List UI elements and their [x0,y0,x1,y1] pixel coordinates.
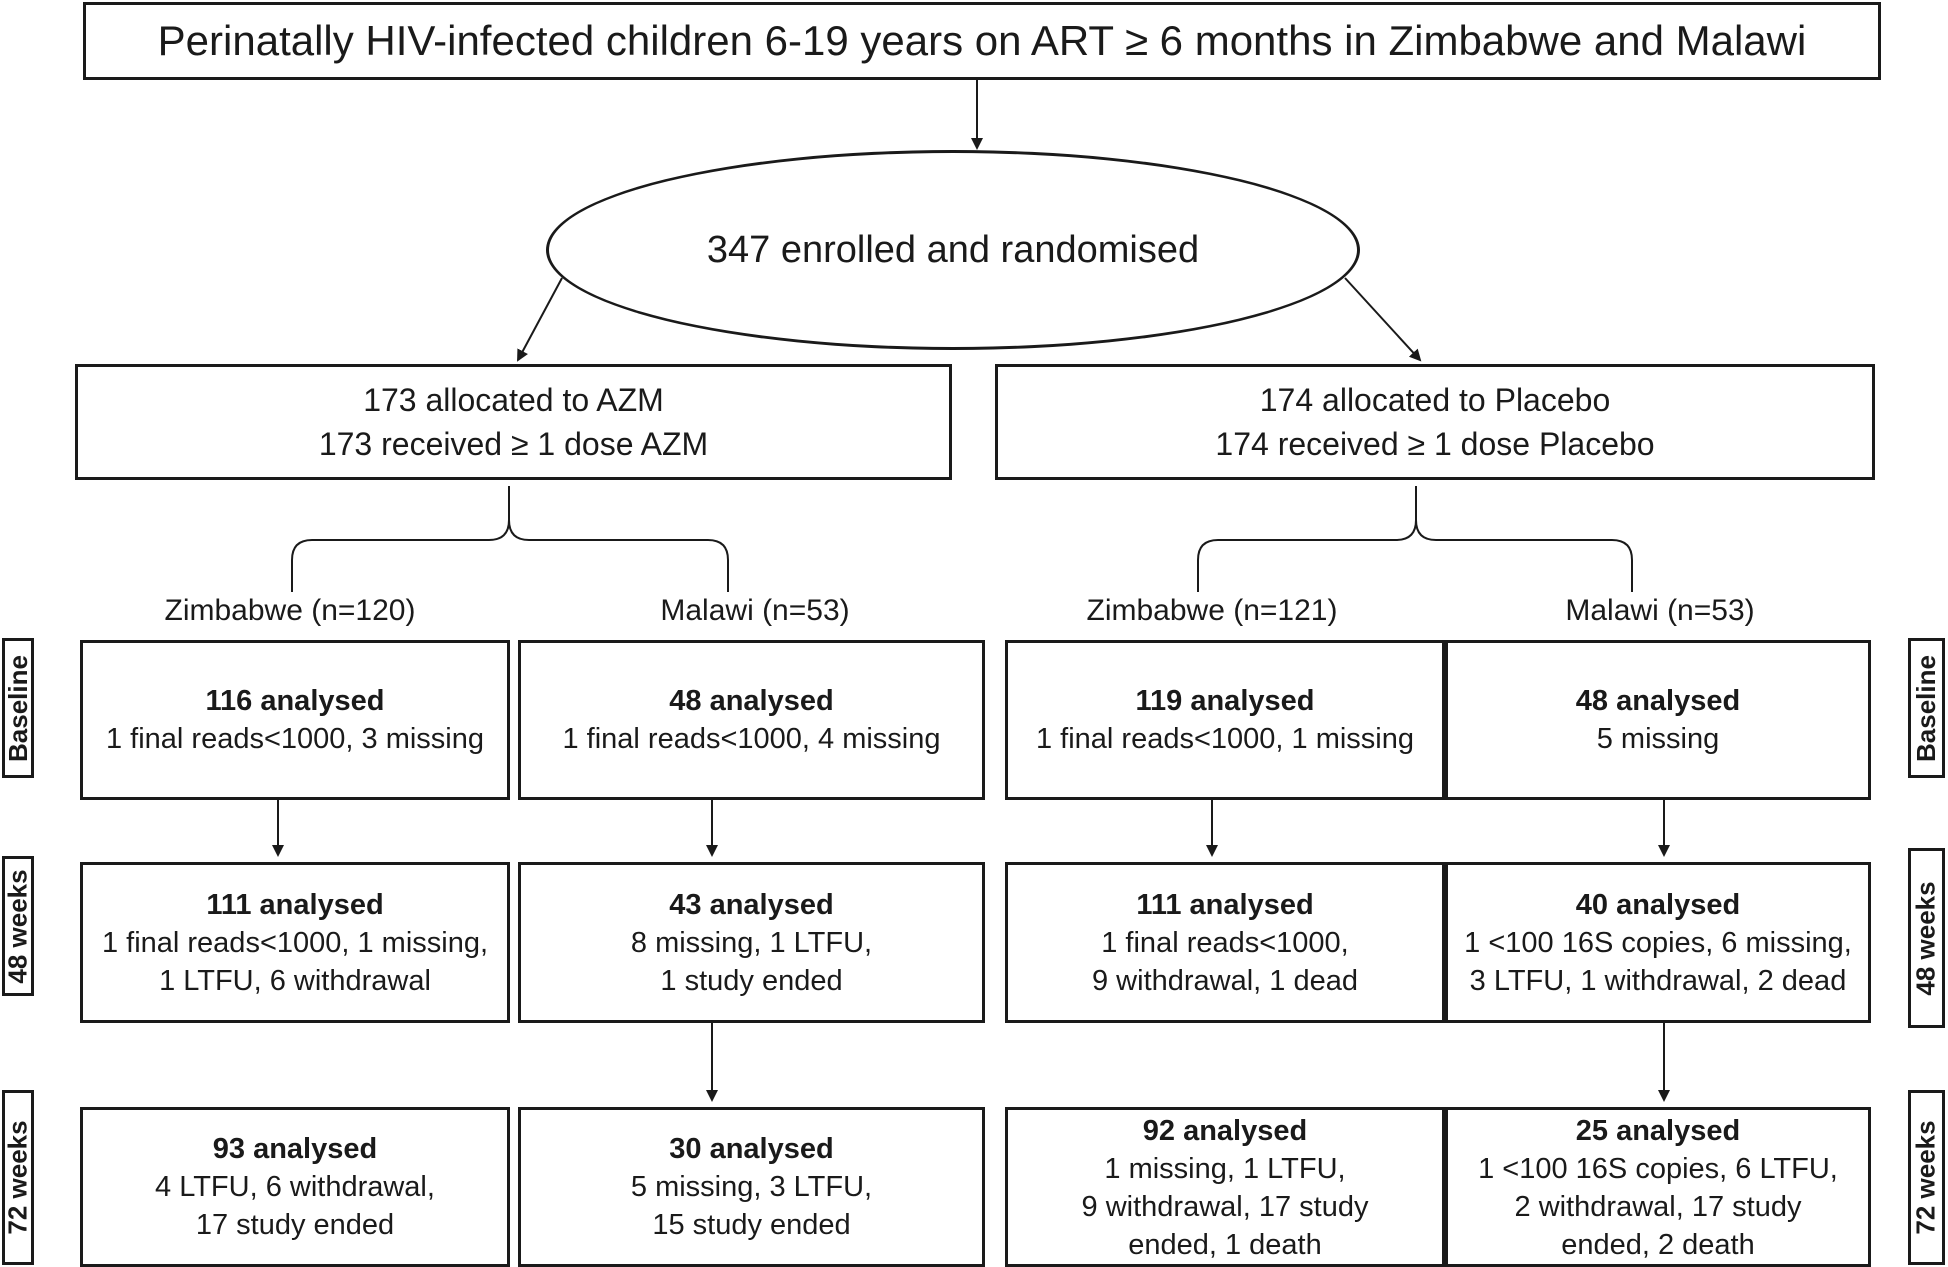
timepoint-label-48w-right: 48 weeks [1908,848,1945,1028]
country-label-azm-zimbabwe: Zimbabwe (n=120) [164,594,416,627]
stage-box-48w-placebo-malawi: 40 analysed 1 <100 16S copies, 6 missing,… [1445,862,1871,1023]
analysed-count: 92 analysed [1142,1115,1308,1147]
arm-azm-line2: 173 received ≥ 1 dose AZM [318,426,709,462]
exclusion-line: 1 LTFU, 6 withdrawal [159,964,431,997]
population-box: Perinatally HIV-infected children 6-19 y… [83,2,1881,80]
exclusion-line: 1 <100 16S copies, 6 missing, [1464,926,1852,959]
brace-azm-right [508,519,729,592]
exclusion-line: 1 final reads<1000, 4 missing [562,723,941,755]
exclusion-line: 5 missing [1596,723,1720,755]
exclusion-line: 1 <100 16S copies, 6 LTFU, [1478,1153,1838,1185]
analysed-count: 116 analysed [205,685,385,717]
exclusion-line: 1 final reads<1000, 1 missing, [101,926,489,959]
exclusion-line: 9 withdrawal, 1 dead [1092,964,1358,997]
exclusion-line: 4 LTFU, 6 withdrawal, [155,1171,435,1203]
timepoint-label-48w-left: 48 weeks [2,856,34,996]
arm-box-azm: 173 allocated to AZM 173 received ≥ 1 do… [75,364,952,480]
analysed-count: 48 analysed [669,685,834,717]
population-text: Perinatally HIV-infected children 6-19 y… [157,17,1807,64]
arrow-to-azm [517,277,563,362]
exclusion-line: ended, 1 death [1128,1229,1322,1261]
stage-box-48w-azm-zimbabwe: 111 analysed 1 final reads<1000, 1 missin… [80,862,510,1023]
exclusion-line: 1 final reads<1000, [1101,926,1349,959]
enrolled-text: 347 enrolled and randomised [706,228,1200,271]
enrolled-ellipse: 347 enrolled and randomised [546,150,1360,350]
exclusion-line: ended, 2 death [1561,1229,1755,1261]
timepoint-label-baseline-left: Baseline [2,638,34,778]
timepoint-label-72w-left: 72 weeks [2,1090,34,1265]
analysed-count: 30 analysed [669,1133,834,1165]
arm-azm-line1: 173 allocated to AZM [363,382,664,418]
stage-box-48w-placebo-zimbabwe: 111 analysed 1 final reads<1000, 9 withdra… [1005,862,1445,1023]
exclusion-line: 1 study ended [660,964,843,997]
exclusion-line: 1 missing, 1 LTFU, [1104,1153,1346,1185]
analysed-count: 40 analysed [1575,888,1741,921]
analysed-count: 93 analysed [212,1133,378,1165]
timepoint-label-72w-right: 72 weeks [1908,1090,1945,1265]
analysed-count: 43 analysed [669,888,834,921]
exclusion-line: 15 study ended [652,1209,851,1241]
exclusion-line: 9 withdrawal, 17 study [1081,1191,1369,1223]
analysed-count: 111 analysed [206,888,384,921]
arm-box-placebo: 174 allocated to Placebo 174 received ≥ … [995,364,1875,480]
analysed-count: 25 analysed [1575,1115,1741,1147]
arrow-to-placebo [1344,277,1422,362]
stage-box-baseline-placebo-zimbabwe: 119 analysed 1 final reads<1000, 1 missin… [1005,640,1445,800]
stage-box-baseline-azm-malawi: 48 analysed 1 final reads<1000, 4 missing [518,640,985,800]
brace-azm-left [291,486,510,592]
stage-box-72w-azm-zimbabwe: 93 analysed 4 LTFU, 6 withdrawal, 17 study… [80,1107,510,1267]
country-label-placebo-malawi: Malawi (n=53) [1565,594,1755,627]
stage-box-72w-azm-malawi: 30 analysed 5 missing, 3 LTFU, 15 study en… [518,1107,985,1267]
brace-placebo-right [1415,519,1633,592]
exclusion-line: 8 missing, 1 LTFU, [630,926,873,959]
stage-box-48w-azm-malawi: 43 analysed 8 missing, 1 LTFU, 1 study end… [518,862,985,1023]
brace-placebo-left [1197,486,1417,592]
stage-box-baseline-azm-zimbabwe: 116 analysed 1 final reads<1000, 3 missin… [80,640,510,800]
country-label-azm-malawi: Malawi (n=53) [660,594,850,627]
analysed-count: 119 analysed [1135,685,1315,717]
exclusion-line: 3 LTFU, 1 withdrawal, 2 dead [1469,964,1847,997]
stage-box-72w-placebo-malawi: 25 analysed 1 <100 16S copies, 6 LTFU, 2 w… [1445,1107,1871,1267]
arm-placebo-line1: 174 allocated to Placebo [1259,382,1611,418]
stage-box-72w-placebo-zimbabwe: 92 analysed 1 missing, 1 LTFU, 9 withdrawa… [1005,1107,1445,1267]
analysed-count: 48 analysed [1575,685,1741,717]
exclusion-line: 1 final reads<1000, 3 missing [105,723,485,755]
timepoint-label-baseline-right: Baseline [1908,638,1945,778]
exclusion-line: 2 withdrawal, 17 study [1514,1191,1802,1223]
analysed-count: 111 analysed [1136,888,1314,921]
exclusion-line: 1 final reads<1000, 1 missing [1035,723,1415,755]
arm-placebo-line2: 174 received ≥ 1 dose Placebo [1215,426,1655,462]
exclusion-line: 5 missing, 3 LTFU, [630,1171,873,1203]
country-label-placebo-zimbabwe: Zimbabwe (n=121) [1086,594,1338,627]
stage-box-baseline-placebo-malawi: 48 analysed 5 missing [1445,640,1871,800]
exclusion-line: 17 study ended [195,1209,395,1241]
